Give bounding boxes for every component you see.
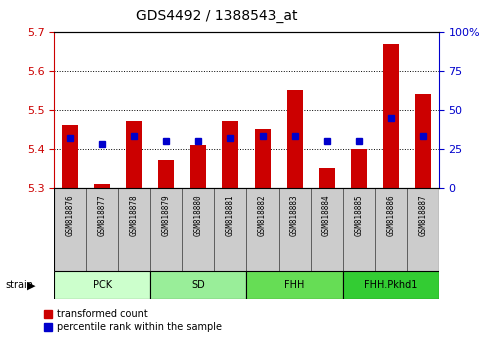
Text: GSM818882: GSM818882 <box>258 194 267 236</box>
Text: GDS4492 / 1388543_at: GDS4492 / 1388543_at <box>136 9 298 23</box>
Bar <box>94 184 110 188</box>
Text: GSM818879: GSM818879 <box>162 194 171 236</box>
Bar <box>126 121 142 188</box>
Text: FHH: FHH <box>284 280 305 290</box>
Bar <box>415 94 431 188</box>
Text: GSM818886: GSM818886 <box>386 194 395 236</box>
Bar <box>246 188 279 271</box>
Bar <box>222 121 239 188</box>
Bar <box>351 149 367 188</box>
Bar <box>254 129 271 188</box>
Bar <box>214 188 246 271</box>
Text: ▶: ▶ <box>27 281 35 291</box>
Bar <box>158 160 175 188</box>
Bar <box>246 271 343 299</box>
Bar <box>407 188 439 271</box>
Bar <box>375 188 407 271</box>
Bar <box>150 188 182 271</box>
Bar <box>86 188 118 271</box>
Text: GSM818887: GSM818887 <box>418 194 427 236</box>
Bar <box>54 271 150 299</box>
Bar <box>343 271 439 299</box>
Text: GSM818880: GSM818880 <box>194 194 203 236</box>
Bar <box>182 188 214 271</box>
Text: GSM818876: GSM818876 <box>66 194 75 236</box>
Text: strain: strain <box>5 280 33 290</box>
Bar <box>150 271 246 299</box>
Text: GSM818878: GSM818878 <box>130 194 139 236</box>
Bar <box>54 188 86 271</box>
Bar <box>311 188 343 271</box>
Bar <box>279 188 311 271</box>
Text: SD: SD <box>192 280 205 290</box>
Bar <box>286 90 303 188</box>
Bar <box>318 168 335 188</box>
Text: GSM818884: GSM818884 <box>322 194 331 236</box>
Text: GSM818883: GSM818883 <box>290 194 299 236</box>
Text: FHH.Pkhd1: FHH.Pkhd1 <box>364 280 418 290</box>
Legend: transformed count, percentile rank within the sample: transformed count, percentile rank withi… <box>44 309 222 332</box>
Bar <box>118 188 150 271</box>
Text: GSM818881: GSM818881 <box>226 194 235 236</box>
Bar <box>190 145 207 188</box>
Bar <box>62 125 78 188</box>
Text: PCK: PCK <box>93 280 112 290</box>
Text: GSM818885: GSM818885 <box>354 194 363 236</box>
Text: GSM818877: GSM818877 <box>98 194 107 236</box>
Bar <box>343 188 375 271</box>
Bar <box>383 44 399 188</box>
